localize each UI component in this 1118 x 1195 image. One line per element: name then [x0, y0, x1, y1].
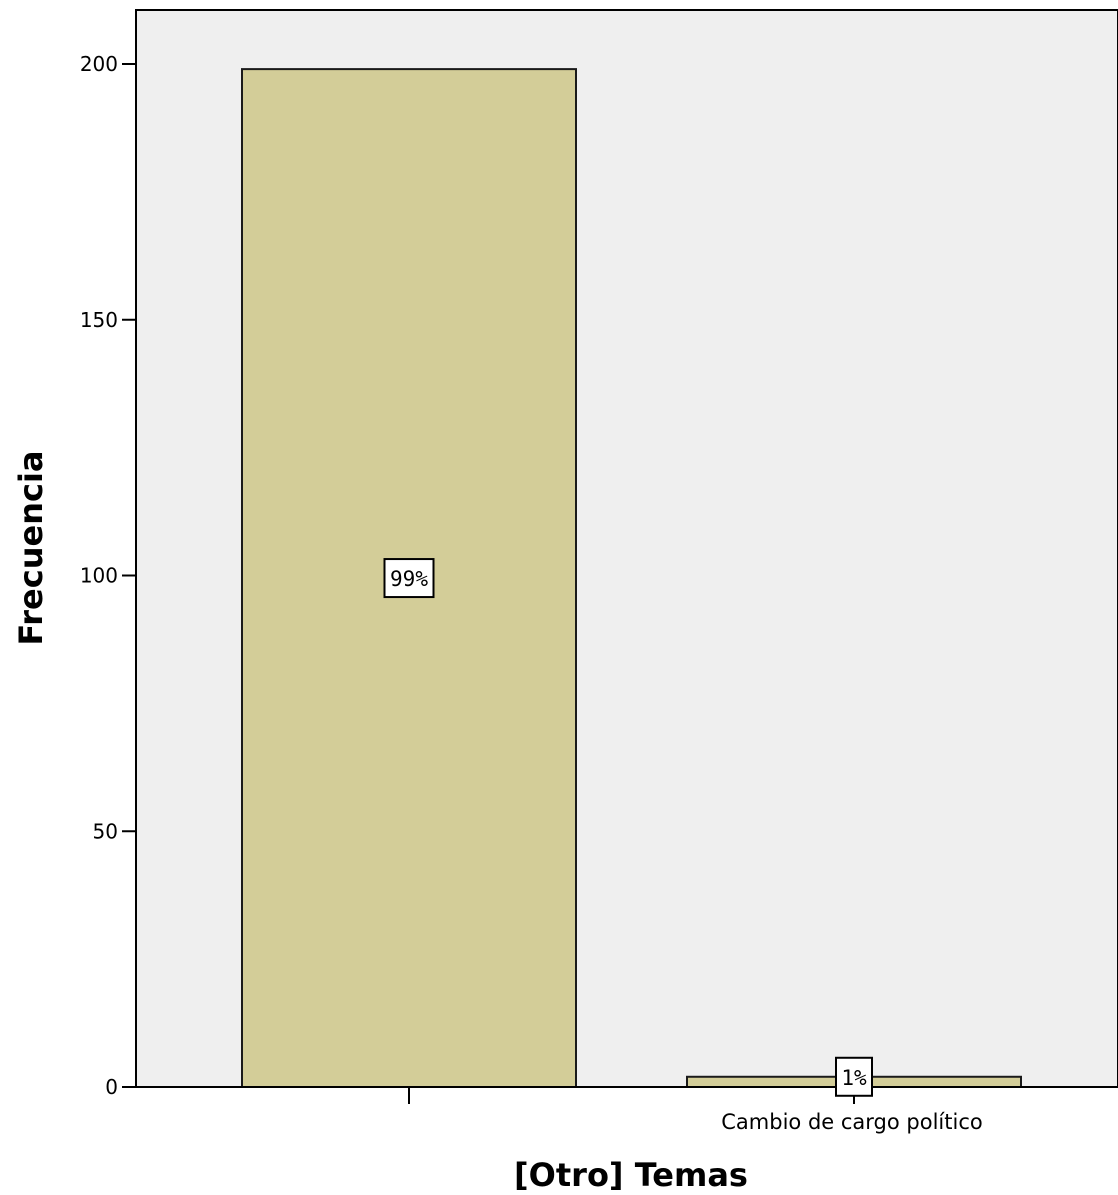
data-label: 99% — [383, 558, 435, 599]
data-label-text: 99% — [390, 567, 428, 591]
y-axis-title: Frecuencia — [12, 450, 50, 645]
x-tick-label: Cambio de cargo político — [721, 1110, 982, 1134]
data-labels-layer: 99% 1% — [383, 558, 873, 1097]
data-label-box — [835, 1056, 873, 1097]
y-tick-label: 50 — [93, 819, 118, 843]
y-tick-label: 200 — [80, 52, 118, 76]
axes-layer: 0 50 100 150 200 Cambio de cargo político — [80, 52, 1118, 1134]
y-tick-label: 0 — [105, 1075, 118, 1099]
y-tick-label: 100 — [80, 564, 118, 588]
x-axis-title: [Otro] Temas — [514, 1156, 748, 1194]
data-label-text: 1% — [841, 1066, 867, 1090]
data-label-box — [383, 558, 435, 599]
y-tick-label: 150 — [80, 308, 118, 332]
data-label: 1% — [835, 1056, 873, 1097]
